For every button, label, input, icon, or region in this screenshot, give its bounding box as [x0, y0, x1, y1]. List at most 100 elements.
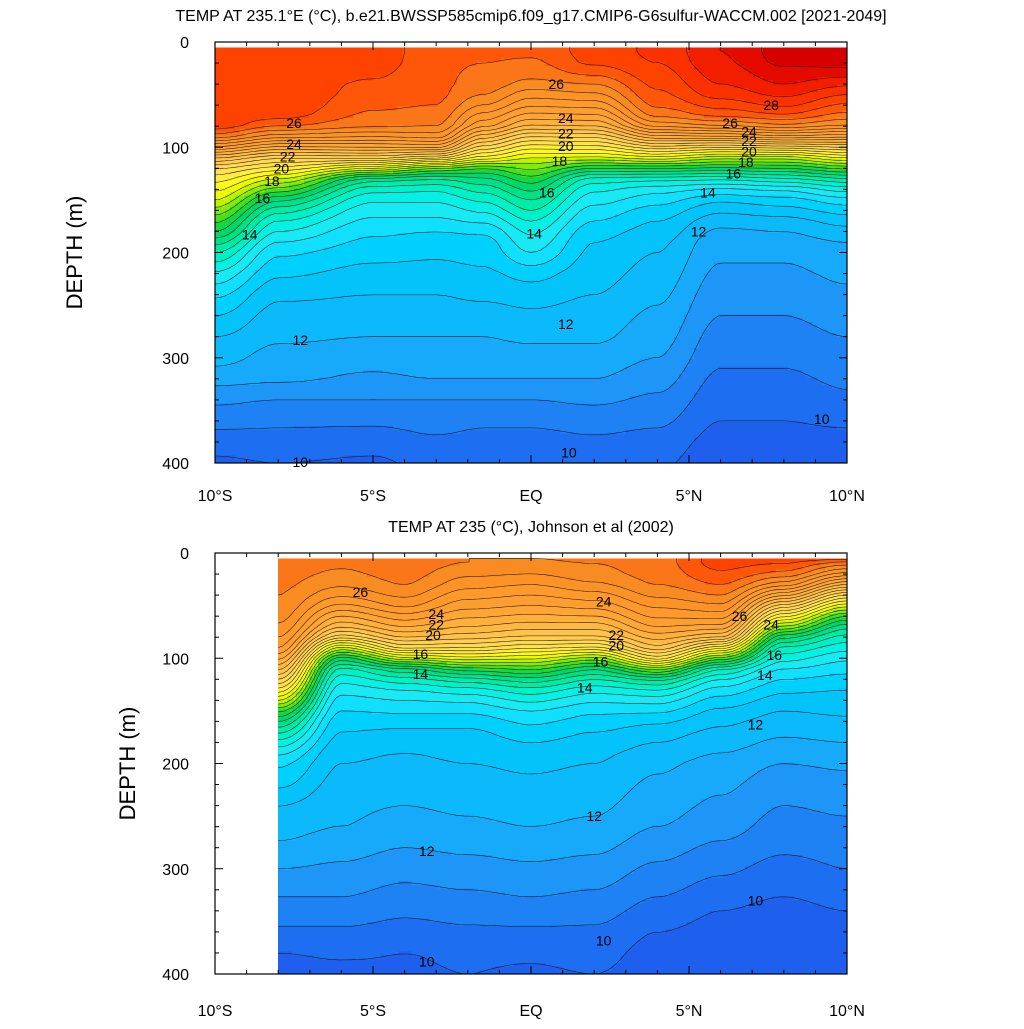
contour-line-20-5 [278, 597, 848, 689]
temperature-band-cell [295, 740, 306, 745]
temperature-band-cell [412, 154, 453, 160]
temperature-band-cell [322, 695, 328, 700]
temperature-band-cell [300, 639, 306, 645]
temperature-band-cell [522, 740, 541, 745]
temperature-band-cell [682, 706, 715, 712]
temperature-band-cell [234, 307, 265, 312]
temperature-band-cell [382, 370, 621, 375]
temperature-band-cell [295, 632, 302, 637]
temperature-band-cell [767, 610, 777, 615]
bottom-fill-layer [278, 558, 848, 975]
temperature-band-cell [309, 625, 319, 630]
temperature-band-cell [827, 277, 848, 282]
temperature-band-cell [691, 806, 773, 812]
contour-label: 16 [725, 166, 741, 182]
temperature-band-cell [278, 729, 288, 734]
temperature-band-cell [580, 225, 636, 230]
temperature-band-cell [239, 269, 256, 275]
temperature-band-cell [437, 102, 463, 108]
temperature-band-cell [451, 851, 604, 856]
temperature-band-cell [501, 114, 517, 119]
temperature-band-cell [486, 221, 512, 227]
contour-line-25 [214, 97, 847, 144]
temperature-band-cell [411, 688, 497, 693]
temperature-band-cell [438, 584, 506, 589]
temperature-band-cell [313, 688, 319, 693]
temperature-band-cell [575, 58, 651, 63]
temperature-band-cell [229, 221, 241, 227]
temperature-band-cell [269, 195, 305, 201]
temperature-band-cell [511, 236, 557, 241]
temperature-band-cell [727, 662, 741, 667]
temperature-band-cell [607, 691, 675, 697]
temperature-band-cell [313, 654, 319, 660]
temperature-band-cell [780, 621, 804, 626]
temperature-band-cell [338, 244, 502, 249]
temperature-band-cell [313, 717, 324, 723]
temperature-band-cell [278, 736, 288, 741]
temperature-band-cell [309, 654, 315, 660]
temperature-band-cell [215, 273, 236, 278]
temperature-band-cell [377, 184, 453, 189]
temperature-band-cell [545, 88, 616, 93]
temperature-band-cell [229, 199, 241, 204]
temperature-band-cell [278, 599, 306, 604]
x-tick-label: 10°N [829, 488, 865, 505]
temperature-band-cell [282, 662, 288, 667]
temperature-band-cell [633, 784, 741, 789]
temperature-band-cell [367, 662, 381, 667]
temperature-band-cell [287, 691, 293, 697]
temperature-band-cell [691, 714, 764, 719]
temperature-band-cell [629, 907, 737, 912]
temperature-band-cell [797, 80, 848, 85]
temperature-band-cell [664, 299, 695, 304]
temperature-band-cell [506, 147, 527, 152]
temperature-band-cell [327, 706, 510, 712]
temperature-band-cell [219, 281, 246, 286]
temperature-band-cell [713, 266, 804, 271]
temperature-band-cell [753, 669, 773, 674]
temperature-band-cell [744, 621, 750, 626]
temperature-band-cell [244, 192, 256, 197]
temperature-band-cell [644, 110, 690, 115]
temperature-band-cell [244, 203, 256, 208]
temperature-band-cell [585, 173, 799, 178]
temperature-band-cell [550, 169, 567, 175]
temperature-band-cell [540, 173, 557, 178]
temperature-band-cell [602, 651, 617, 656]
temperature-band-cell [611, 639, 626, 645]
temperature-band-cell [509, 684, 550, 689]
temperature-band-cell [642, 899, 759, 905]
contour-line-13-5 [278, 673, 848, 768]
temperature-band-cell [570, 47, 636, 52]
temperature-band-cell [565, 80, 621, 85]
temperature-band-cell [817, 325, 848, 330]
temperature-band-cell [771, 621, 781, 626]
temperature-band-cell [309, 643, 315, 648]
temperature-band-cell [239, 284, 261, 290]
temperature-band-cell [278, 625, 293, 630]
temperature-band-cell [624, 658, 635, 663]
temperature-band-cell [703, 333, 838, 338]
temperature-band-cell [691, 703, 746, 708]
temperature-band-cell [323, 102, 438, 108]
temperature-band-cell [644, 184, 794, 189]
temperature-band-cell [713, 673, 746, 678]
temperature-band-cell [669, 422, 715, 427]
temperature-band-cell [491, 184, 512, 189]
temperature-band-cell [703, 277, 828, 282]
temperature-band-cell [669, 240, 695, 245]
temperature-band-cell [620, 595, 661, 600]
temperature-band-cell [215, 344, 270, 349]
temperature-band-cell [555, 303, 656, 308]
contour-label: 10 [748, 892, 764, 908]
contour-line-22 [214, 132, 847, 162]
temperature-band-cell [491, 677, 559, 682]
x-tick-label: 5°S [360, 1003, 386, 1020]
temperature-band-cell [820, 628, 839, 634]
temperature-band-cell [753, 647, 759, 652]
temperature-band-cell [331, 665, 373, 671]
temperature-band-cell [229, 232, 241, 238]
temperature-band-cell [802, 584, 813, 589]
